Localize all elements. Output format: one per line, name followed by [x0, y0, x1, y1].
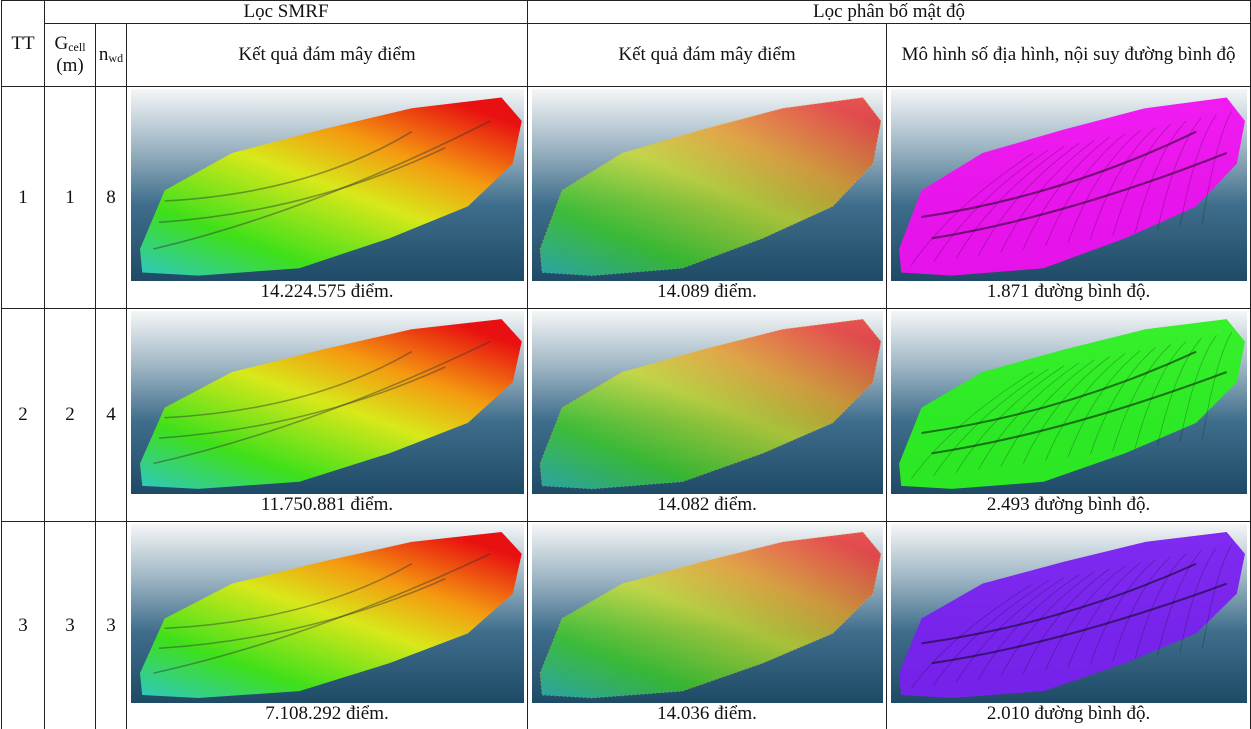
nwd-symbol: n — [99, 44, 109, 65]
g-cell-cell: 2 — [45, 309, 96, 522]
tt-cell: 3 — [2, 522, 45, 729]
dtm-caption: 2.010 đường bình độ. — [887, 703, 1250, 725]
n-wd-cell: 3 — [96, 522, 127, 729]
dtm-caption: 1.871 đường bình độ. — [887, 281, 1250, 303]
density-cell: 14.036 điểm. — [528, 522, 887, 729]
gcell-unit: (m) — [56, 55, 83, 76]
results-table: TT Lọc SMRF Lọc phân bố mật độ Gcell(m) … — [1, 0, 1251, 729]
nwd-subscript: wd — [108, 51, 123, 65]
header-nwd: nwd — [96, 24, 127, 87]
smrf-caption: 7.108.292 điểm. — [127, 703, 527, 725]
g-cell-cell: 3 — [45, 522, 96, 729]
smrf-cell: 7.108.292 điểm. — [127, 522, 528, 729]
header-gcell: Gcell(m) — [45, 24, 96, 87]
density-cell: 14.082 điểm. — [528, 309, 887, 522]
header-dtm: Mô hình số địa hình, nội suy đường bình … — [887, 24, 1251, 87]
gcell-subscript: cell — [68, 40, 85, 54]
smrf-caption: 14.224.575 điểm. — [127, 281, 527, 303]
density-image — [532, 89, 883, 281]
dtm-image — [891, 524, 1247, 703]
density-cell: 14.089 điểm. — [528, 87, 887, 309]
density-image — [532, 311, 883, 494]
tt-cell: 2 — [2, 309, 45, 522]
dtm-image — [891, 89, 1247, 281]
n-wd-cell: 8 — [96, 87, 127, 309]
header-density: Lọc phân bố mật độ — [528, 1, 1251, 24]
g-cell-cell: 1 — [45, 87, 96, 309]
n-wd-cell: 4 — [96, 309, 127, 522]
dtm-caption: 2.493 đường bình độ. — [887, 494, 1250, 516]
density-caption: 14.089 điểm. — [528, 281, 886, 303]
smrf-image — [131, 524, 524, 703]
smrf-cell: 11.750.881 điểm. — [127, 309, 528, 522]
density-caption: 14.082 điểm. — [528, 494, 886, 516]
page: TT Lọc SMRF Lọc phân bố mật độ Gcell(m) … — [0, 0, 1251, 729]
dtm-cell: 1.871 đường bình độ. — [887, 87, 1251, 309]
tt-cell: 1 — [2, 87, 45, 309]
header-tt: TT — [2, 1, 45, 87]
density-image — [532, 524, 883, 703]
smrf-image — [131, 89, 524, 281]
gcell-symbol: G — [54, 33, 68, 54]
header-smrf-result: Kết quả đám mây điểm — [127, 24, 528, 87]
dtm-image — [891, 311, 1247, 494]
dtm-cell: 2.493 đường bình độ. — [887, 309, 1251, 522]
table-row: 3337.108.292 điểm.14.036 điểm.2.010 đườn… — [2, 522, 1251, 729]
density-caption: 14.036 điểm. — [528, 703, 886, 725]
smrf-caption: 11.750.881 điểm. — [127, 494, 527, 516]
dtm-cell: 2.010 đường bình độ. — [887, 522, 1251, 729]
header-density-result: Kết quả đám mây điểm — [528, 24, 887, 87]
header-smrf: Lọc SMRF — [45, 1, 528, 24]
smrf-image — [131, 311, 524, 494]
smrf-cell: 14.224.575 điểm. — [127, 87, 528, 309]
